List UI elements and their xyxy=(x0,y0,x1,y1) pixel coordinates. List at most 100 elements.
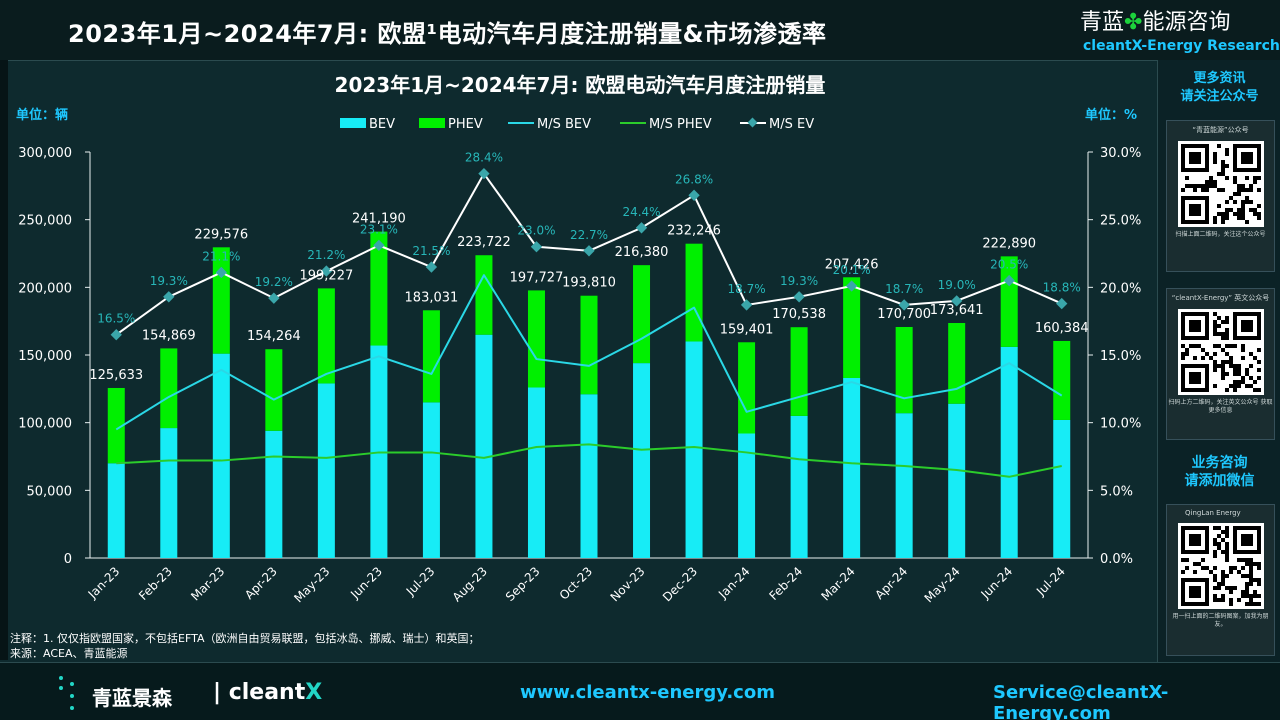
bar-bev xyxy=(107,463,125,558)
qr-module xyxy=(1244,582,1249,586)
qr-module xyxy=(1240,168,1245,172)
qr-module xyxy=(1232,324,1237,328)
qr-module xyxy=(1188,204,1193,208)
qr-module xyxy=(1232,332,1237,336)
ev-share-label: 20.1% xyxy=(833,263,871,277)
left-tick-label: 50,000 xyxy=(27,484,73,499)
qr-module xyxy=(1180,312,1185,316)
marker-ms-ev xyxy=(635,222,648,234)
qr-module xyxy=(1200,364,1205,368)
total-label: 241,190 xyxy=(352,212,406,227)
qr-module xyxy=(1244,534,1249,538)
qr-module xyxy=(1188,372,1193,376)
qr-module xyxy=(1248,188,1253,192)
right-tick-label: 0.0% xyxy=(1100,552,1133,567)
total-label: 170,538 xyxy=(772,307,826,322)
marker-ms-ev xyxy=(951,295,963,307)
qr-module xyxy=(1200,558,1205,562)
qr-module xyxy=(1256,164,1261,168)
qr-module xyxy=(1232,160,1237,164)
qr-module xyxy=(1232,148,1237,152)
bar-phev xyxy=(790,327,808,416)
right-axis-unit: 单位：% xyxy=(1085,107,1137,123)
qr-module xyxy=(1220,348,1225,352)
qr-module xyxy=(1180,316,1185,320)
qr-module xyxy=(1220,364,1225,368)
qr-module xyxy=(1220,582,1225,586)
qr-module xyxy=(1244,200,1249,204)
qr-module xyxy=(1192,578,1197,582)
qr-module xyxy=(1244,526,1249,530)
qr-module xyxy=(1212,216,1217,220)
qr-module xyxy=(1256,602,1261,606)
qr-module xyxy=(1240,144,1245,148)
qr-module xyxy=(1204,582,1209,586)
bar-bev xyxy=(1053,419,1071,558)
qr-module xyxy=(1232,380,1237,384)
qr-module xyxy=(1240,212,1245,216)
ev-share-label: 26.8% xyxy=(675,172,713,186)
qr-module xyxy=(1200,356,1205,360)
qr-module xyxy=(1240,200,1245,204)
qr-module xyxy=(1256,546,1261,550)
bar-bev xyxy=(422,402,440,558)
qr-module xyxy=(1196,320,1201,324)
qr-module xyxy=(1188,160,1193,164)
qr-module xyxy=(1200,144,1205,148)
qr-module xyxy=(1192,380,1197,384)
brand-name-en: cleantX-Energy Research xyxy=(1083,38,1280,54)
qr-module xyxy=(1192,542,1197,546)
marker-ms-ev xyxy=(478,167,490,180)
qr-module xyxy=(1236,526,1241,530)
qr-module xyxy=(1236,368,1241,372)
qr-module xyxy=(1240,184,1245,188)
qr-module xyxy=(1248,538,1253,542)
qr-module xyxy=(1252,380,1257,384)
qr-module xyxy=(1256,144,1261,148)
qr-module xyxy=(1180,542,1185,546)
qr-module xyxy=(1200,526,1205,530)
qr-module xyxy=(1216,542,1221,546)
legend-label-ms-phev: M/S PHEV xyxy=(649,117,712,132)
qr-module xyxy=(1212,312,1217,316)
website-link[interactable]: www.cleantx-energy.com xyxy=(520,682,775,703)
brand-name-cn: 青蓝✤能源咨询 xyxy=(1080,4,1230,36)
qr-module xyxy=(1224,332,1229,336)
qr-module xyxy=(1216,526,1221,530)
qr-module xyxy=(1200,312,1205,316)
qr-module xyxy=(1196,594,1201,598)
qr-module xyxy=(1180,570,1185,574)
header-bar: 2023年1月~2024年7月: 欧盟¹电动汽车月度注册销量&市场渗透率 青蓝✤… xyxy=(0,0,1280,61)
x-tick-label: May-24 xyxy=(922,564,963,605)
qr-module xyxy=(1240,356,1245,360)
qr-module xyxy=(1216,324,1221,328)
qr-note: 扫描上面二维码，关注这个公众号 xyxy=(1175,231,1266,238)
qr-module xyxy=(1200,196,1205,200)
bar-phev xyxy=(160,348,178,429)
qr-module xyxy=(1220,376,1225,380)
qr-module xyxy=(1192,184,1197,188)
email-link[interactable]: Service@cleantX-Energy.com xyxy=(993,682,1169,720)
qr-module xyxy=(1188,184,1193,188)
qr-module xyxy=(1232,538,1237,542)
qr-module xyxy=(1248,208,1253,212)
qr-module xyxy=(1252,550,1257,554)
marker-ms-ev xyxy=(583,245,595,257)
qr-module xyxy=(1256,578,1261,582)
qr-module xyxy=(1180,534,1185,538)
qr-module xyxy=(1188,380,1193,384)
qr-module xyxy=(1208,184,1213,188)
qr-module xyxy=(1244,574,1249,578)
qr-module xyxy=(1216,598,1221,602)
qr-module xyxy=(1204,212,1209,216)
qr-module xyxy=(1216,204,1221,208)
qr-module xyxy=(1232,144,1237,148)
bar-bev xyxy=(212,353,230,558)
ev-share-label: 19.3% xyxy=(150,274,188,288)
bar-bev xyxy=(790,415,808,558)
qr-module xyxy=(1180,332,1185,336)
qr-module xyxy=(1224,176,1229,180)
qr-module xyxy=(1244,368,1249,372)
qr-module xyxy=(1220,168,1225,172)
marker-ms-ev xyxy=(268,292,280,304)
